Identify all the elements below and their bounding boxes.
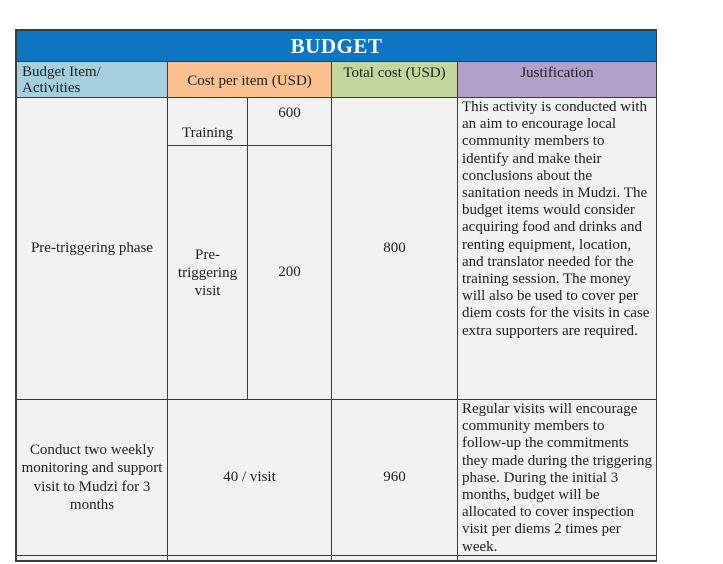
row1-cost-item-training-value: 600 xyxy=(248,98,332,146)
partial-row-cell xyxy=(458,556,657,562)
row2-activity-cell: Conduct two weekly monitoring and suppor… xyxy=(17,400,168,556)
row2-justification-cell: Regular visits will encourage community … xyxy=(458,400,657,556)
row1-cost-item-training-label: Training xyxy=(168,98,248,146)
row2-total-cost-cell: 960 xyxy=(332,400,458,556)
column-header-justification: Justification xyxy=(458,62,657,98)
partial-row-cell xyxy=(332,556,458,562)
row2-cost-per-item-cell: 40 / visit xyxy=(168,400,332,556)
column-header-cost-per-item: Cost per item (USD) xyxy=(168,62,332,98)
partial-row-cell xyxy=(17,556,168,562)
budget-table: BUDGET Budget Item/ Activities Cost per … xyxy=(15,29,657,562)
partial-row-cell xyxy=(168,556,332,562)
table-title: BUDGET xyxy=(17,31,657,62)
row1-justification-cell: This activity is conducted with an aim t… xyxy=(458,98,657,400)
row1-cost-item-pretriggering-value: 200 xyxy=(248,146,332,400)
row1-cost-item-pretriggering-label: Pre-triggering visit xyxy=(168,146,248,400)
row1-total-cost-cell: 800 xyxy=(332,98,458,400)
column-header-total-cost: Total cost (USD) xyxy=(332,62,458,98)
row1-activity-cell: Pre-triggering phase xyxy=(17,98,168,400)
column-header-budget-item: Budget Item/ Activities xyxy=(17,62,168,98)
